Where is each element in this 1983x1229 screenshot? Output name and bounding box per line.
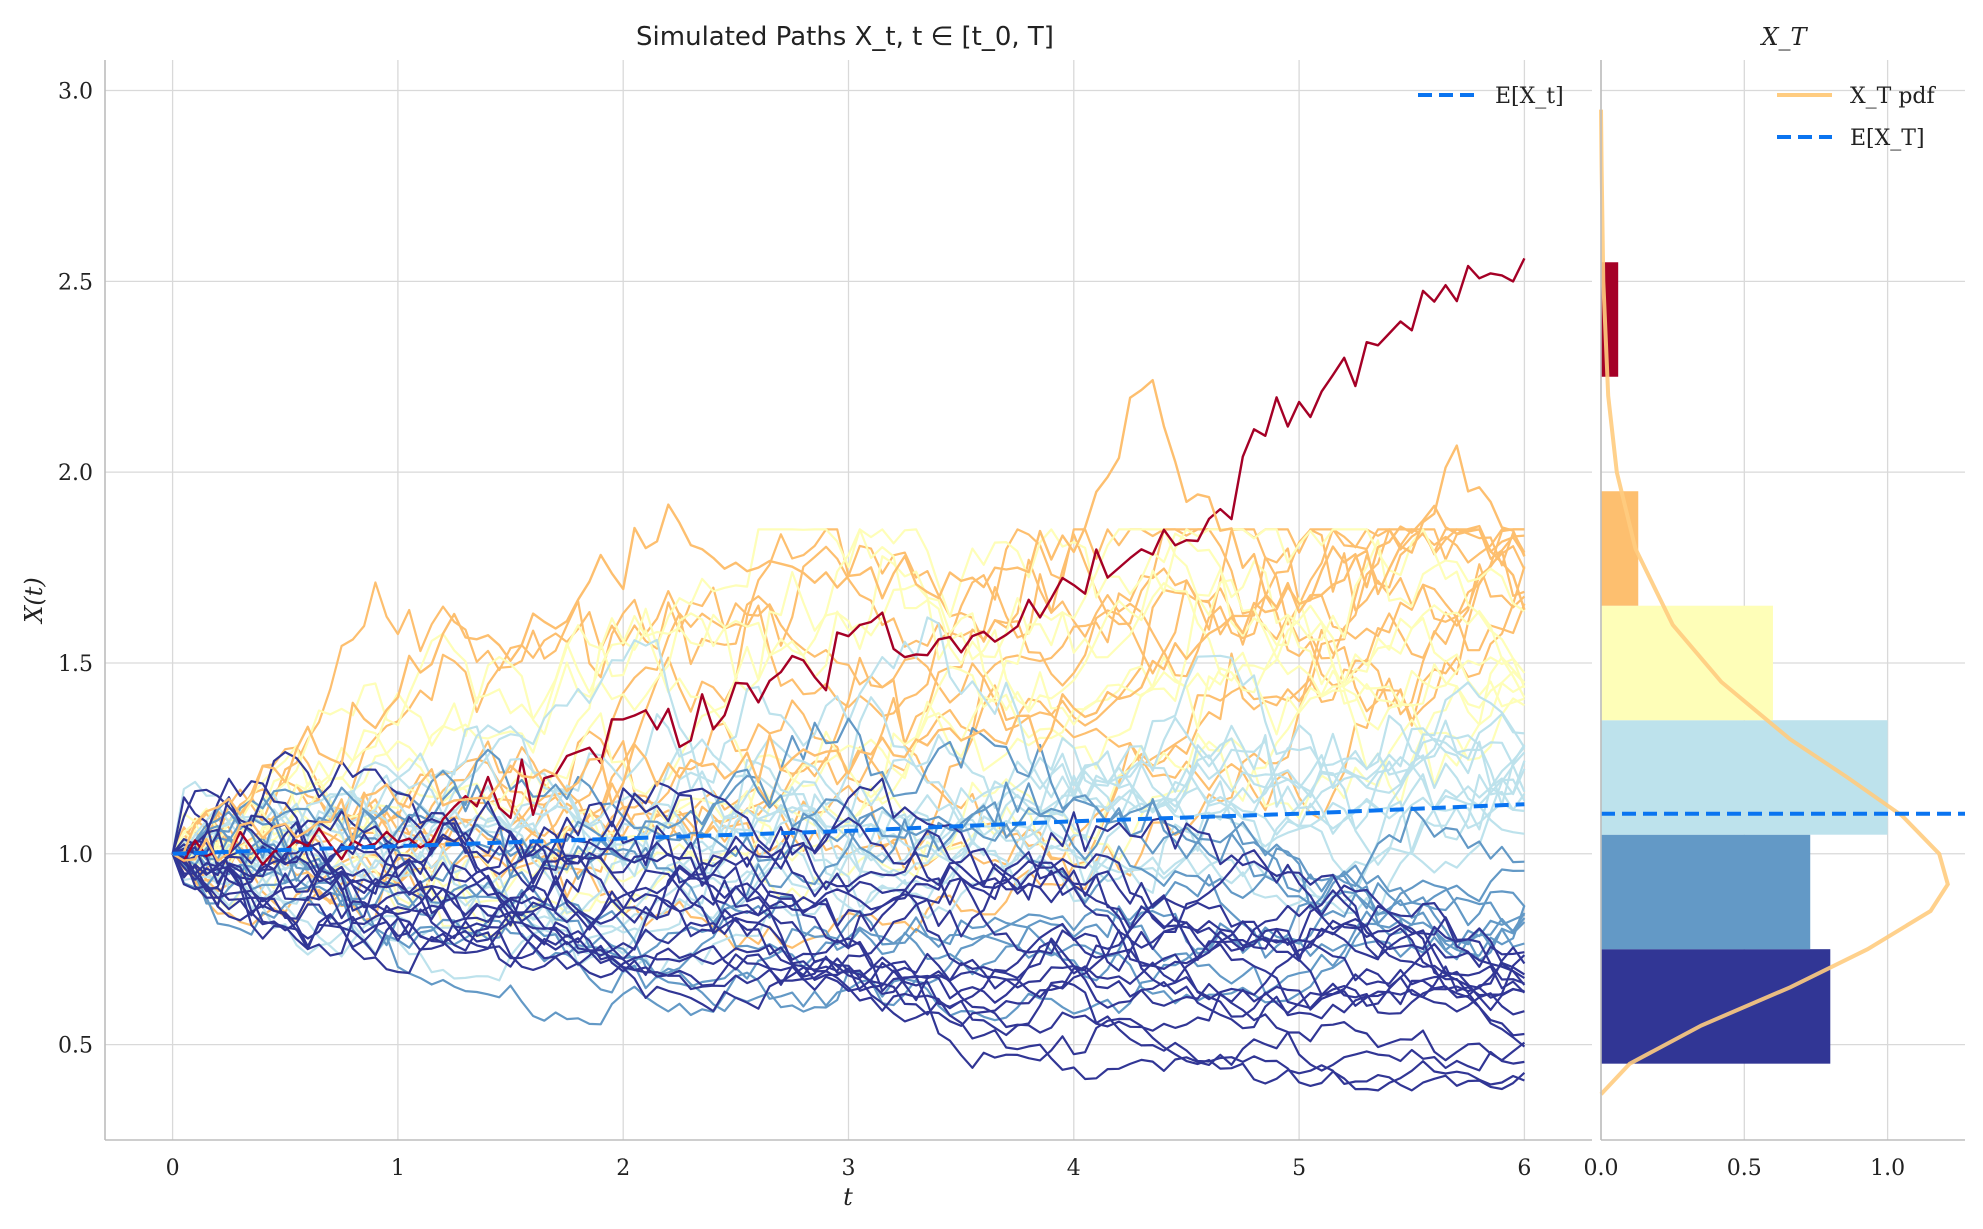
x-tick-label: 5 [1292,1156,1306,1181]
x-tick-label: 0 [166,1156,180,1181]
x-tick-label: 2 [616,1156,630,1181]
y-tick-label: 3.0 [58,80,93,105]
sample-path [172,787,1526,1048]
sample-path [171,528,1526,857]
sample-path [172,582,1526,874]
histogram-bar [1601,491,1639,606]
paths-legend: E[X_t] [1418,84,1564,109]
sample-path [171,814,1526,1092]
sample-path [172,781,1526,1018]
expected-value-line [172,802,1525,856]
x-tick-label: 4 [1067,1156,1081,1181]
y-tick-label: 0.5 [58,1034,93,1059]
terminal-distribution-panel: 0.0 0.5 1.0 X_T X_T pdf E[X_T] [1584,23,1965,1181]
x-tick-label: 3 [842,1156,856,1181]
sample-path [171,821,1525,1013]
sample-path [171,852,1525,976]
paths-title: Simulated Paths X_t, t ∈ [t_0, T] [636,22,1054,52]
distribution-x-ticks: 0.0 0.5 1.0 [1584,1156,1906,1181]
distribution-legend: X_T pdf E[X_T] [1777,84,1936,151]
sample-path [171,528,1525,855]
simulated-paths [171,257,1526,1092]
x-tick-label: 0.0 [1584,1156,1619,1181]
sample-path [171,654,1526,883]
y-tick-label: 2.5 [58,270,93,295]
y-tick-label: 1.0 [58,843,93,868]
paths-panel: 0 1 2 3 4 5 6 0.5 1.0 1.5 2.0 2.5 3.0 Simulated Pat… [20,22,1592,1211]
x-tick-label: 1 [391,1156,405,1181]
sample-path [171,528,1526,869]
sample-path [171,817,1525,1072]
paths-legend-label: E[X_t] [1495,84,1564,109]
paths-y-ticks: 0.5 1.0 1.5 2.0 2.5 3.0 [58,80,93,1059]
x-tick-label: 1.0 [1870,1156,1905,1181]
histogram-bar [1601,834,1811,950]
sample-path [172,787,1525,924]
sample-path [171,764,1526,980]
sample-path [171,849,1525,1037]
y-tick-label: 1.5 [58,652,93,677]
y-tick-label: 2.0 [58,461,93,486]
sample-path [171,717,1526,927]
paths-title-text: Simulated Paths X_t, t ∈ [t_0, T] [636,22,1054,52]
highlight-path [171,257,1526,866]
paths-grid [105,60,1592,1140]
highlight-path [172,379,1526,855]
sample-path [172,681,1526,879]
paths-y-label: X(t) [20,577,48,624]
highlight-path [171,504,1526,862]
x-tick-label: 0.5 [1727,1156,1762,1181]
sample-path [172,617,1525,905]
sample-path [172,528,1525,938]
terminal-mean-legend-label: E[X_T] [1850,126,1925,151]
paths-axes [104,60,1592,1141]
x-tick-label: 6 [1517,1156,1531,1181]
sample-path [172,852,1525,1013]
pdf-curve [1599,109,1950,1096]
histogram-bar [1601,949,1831,1064]
paths-x-label: t [843,1183,853,1211]
distribution-axes [1600,60,1965,1141]
paths-x-ticks: 0 1 2 3 4 5 6 [166,1156,1532,1181]
distribution-title: X_T [1759,23,1808,51]
sample-path [171,796,1526,994]
sample-path [172,839,1525,1092]
pdf-legend-label: X_T pdf [1850,84,1936,109]
sample-path [172,849,1525,1027]
